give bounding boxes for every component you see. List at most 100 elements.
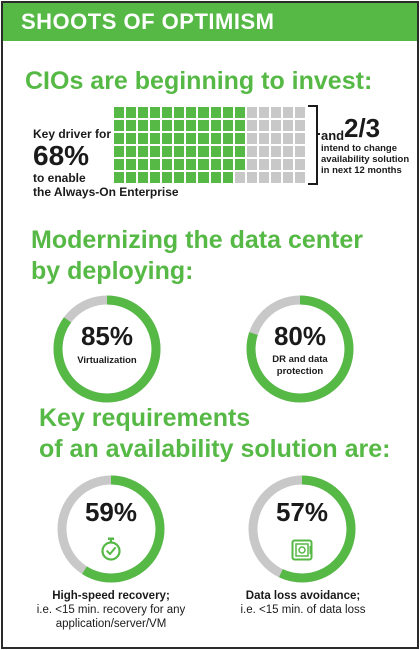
waffle-cell bbox=[186, 133, 197, 144]
waffle-cell bbox=[126, 107, 137, 118]
waffle-cell bbox=[126, 120, 137, 131]
waffle-cell bbox=[246, 159, 257, 170]
waffle-cell bbox=[138, 159, 149, 170]
waffle-cell bbox=[150, 146, 161, 157]
waffle-cell bbox=[246, 146, 257, 157]
waffle-cell bbox=[222, 107, 233, 118]
waffle-cell bbox=[114, 107, 125, 118]
data-loss-avoidance-title: Data loss avoidance; bbox=[245, 590, 361, 602]
waffle-cell bbox=[150, 107, 161, 118]
waffle-cell bbox=[138, 107, 149, 118]
waffle-cell bbox=[210, 146, 221, 157]
requirements-heading-line-2: of an availability solution are: bbox=[39, 435, 391, 463]
intend-line-2: availability solution bbox=[321, 154, 410, 165]
waffle-cell bbox=[270, 107, 281, 118]
virtualization-ring bbox=[53, 295, 161, 403]
waffle-cell bbox=[222, 159, 233, 170]
waffle-cell bbox=[246, 133, 257, 144]
to-enable-label: to enable bbox=[33, 171, 86, 185]
waffle-cell bbox=[234, 107, 245, 118]
dr-protection-label-line-1: DR and data bbox=[272, 354, 328, 365]
waffle-cell bbox=[198, 146, 209, 157]
waffle-cell bbox=[234, 159, 245, 170]
waffle-cell bbox=[270, 133, 281, 144]
waffle-cell bbox=[222, 133, 233, 144]
header-title: SHOOTS OF OPTIMISM bbox=[21, 9, 275, 34]
waffle-cell bbox=[222, 172, 233, 183]
bracket-line bbox=[308, 105, 318, 185]
waffle-grid bbox=[114, 107, 305, 183]
waffle-cell bbox=[282, 172, 293, 183]
waffle-cell bbox=[174, 146, 185, 157]
data-loss-avoidance-ring bbox=[248, 475, 356, 583]
waffle-cell bbox=[258, 120, 269, 131]
waffle-cell bbox=[150, 172, 161, 183]
waffle-cell bbox=[114, 120, 125, 131]
high-speed-recovery-ring bbox=[57, 475, 165, 583]
waffle-cell bbox=[126, 172, 137, 183]
waffle-cell bbox=[246, 107, 257, 118]
waffle-cell bbox=[162, 133, 173, 144]
waffle-cell bbox=[282, 107, 293, 118]
waffle-cell bbox=[198, 107, 209, 118]
high-speed-recovery-detail-line-2: application/server/VM bbox=[55, 618, 167, 630]
header-banner: SHOOTS OF OPTIMISM bbox=[3, 3, 417, 41]
waffle-cell bbox=[174, 159, 185, 170]
waffle-cell bbox=[186, 159, 197, 170]
waffle-cell bbox=[222, 146, 233, 157]
intend-line-1: intend to change bbox=[321, 143, 397, 154]
waffle-cell bbox=[162, 172, 173, 183]
waffle-cell bbox=[150, 120, 161, 131]
virtualization-value: 85% bbox=[80, 321, 134, 351]
waffle-cell bbox=[294, 107, 305, 118]
high-speed-recovery-detail-line-1: i.e. <15 min. recovery for any bbox=[36, 604, 186, 616]
waffle-cell bbox=[114, 159, 125, 170]
data-loss-avoidance-caption: Data loss avoidance; i.e. <15 min. of da… bbox=[225, 589, 381, 617]
waffle-cell bbox=[198, 172, 209, 183]
waffle-cell bbox=[162, 107, 173, 118]
waffle-cell bbox=[282, 159, 293, 170]
waffle-cell bbox=[138, 172, 149, 183]
waffle-cell bbox=[138, 133, 149, 144]
waffle-cell bbox=[270, 120, 281, 131]
waffle-cell bbox=[282, 120, 293, 131]
waffle-cell bbox=[258, 159, 269, 170]
waffle-cell bbox=[246, 172, 257, 183]
waffle-cell bbox=[210, 120, 221, 131]
two-thirds-fraction: 2/3 bbox=[344, 113, 381, 143]
high-speed-recovery-gauge: 59% bbox=[55, 473, 167, 585]
waffle-cell bbox=[186, 172, 197, 183]
waffle-cell bbox=[198, 120, 209, 131]
waffle-cell bbox=[210, 159, 221, 170]
waffle-cell bbox=[282, 133, 293, 144]
dr-protection-ring bbox=[246, 295, 354, 403]
waffle-cell bbox=[162, 159, 173, 170]
waffle-cell bbox=[174, 172, 185, 183]
waffle-cell bbox=[138, 146, 149, 157]
dr-protection-gauge: 80% DR and data protection bbox=[244, 293, 356, 405]
waffle-cell bbox=[234, 146, 245, 157]
requirements-heading-line-1: Key requirements bbox=[39, 404, 251, 432]
waffle-cell bbox=[150, 159, 161, 170]
waffle-cell bbox=[138, 120, 149, 131]
virtualization-label: Virtualization bbox=[77, 355, 137, 366]
modernizing-heading-line-1: Modernizing the data center bbox=[31, 226, 363, 254]
waffle-cell bbox=[270, 146, 281, 157]
waffle-cell bbox=[126, 159, 137, 170]
waffle-cell bbox=[186, 107, 197, 118]
intend-line-3: in next 12 months bbox=[321, 165, 402, 176]
waffle-cell bbox=[210, 172, 221, 183]
waffle-cell bbox=[114, 146, 125, 157]
waffle-cell bbox=[126, 146, 137, 157]
high-speed-recovery-value: 59% bbox=[84, 497, 138, 527]
dr-protection-value: 80% bbox=[273, 321, 327, 351]
data-loss-avoidance-gauge: 57% bbox=[246, 473, 358, 585]
data-loss-avoidance-detail: i.e. <15 min. of data loss bbox=[240, 604, 366, 616]
waffle-cell bbox=[126, 133, 137, 144]
waffle-cell bbox=[258, 107, 269, 118]
waffle-cell bbox=[234, 133, 245, 144]
waffle-cell bbox=[174, 107, 185, 118]
dr-protection-label-line-2: protection bbox=[276, 366, 324, 377]
invest-heading: CIOs are beginning to invest: bbox=[25, 67, 373, 95]
